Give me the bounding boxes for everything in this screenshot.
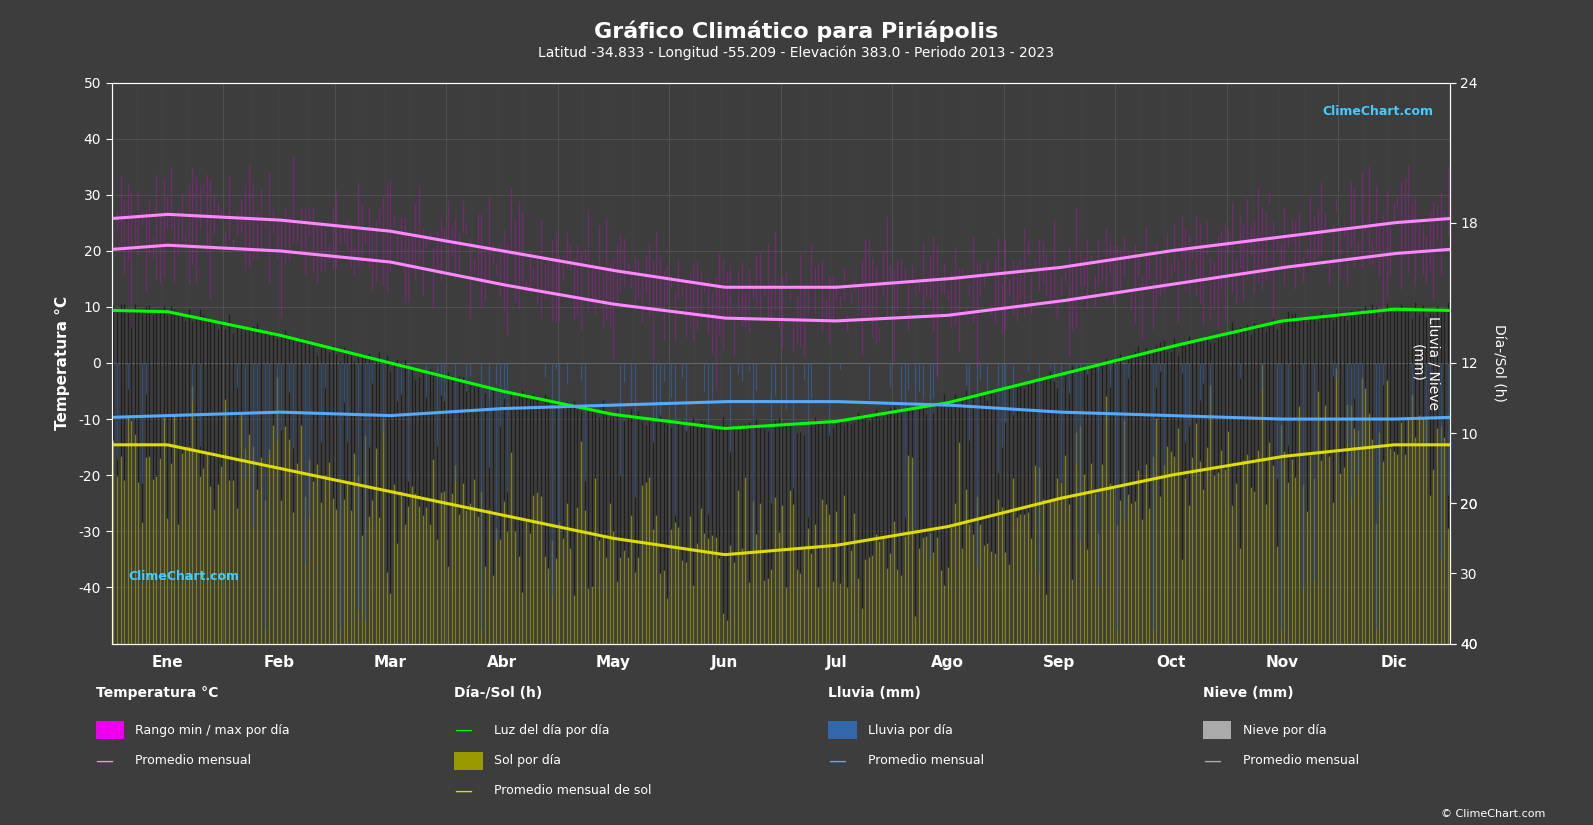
Text: © ClimeChart.com: © ClimeChart.com — [1440, 808, 1545, 818]
Text: —: — — [454, 781, 472, 799]
Text: Promedio mensual: Promedio mensual — [135, 754, 252, 767]
Text: —: — — [1203, 752, 1220, 770]
Text: —: — — [96, 752, 113, 770]
Text: Gráfico Climático para Piriápolis: Gráfico Climático para Piriápolis — [594, 21, 999, 42]
Text: ClimeChart.com: ClimeChart.com — [129, 570, 239, 582]
Text: —: — — [454, 721, 472, 739]
Text: Promedio mensual de sol: Promedio mensual de sol — [494, 784, 652, 797]
Text: Temperatura °C: Temperatura °C — [96, 686, 218, 700]
Text: ClimeChart.com: ClimeChart.com — [1322, 105, 1434, 118]
Text: Promedio mensual: Promedio mensual — [868, 754, 984, 767]
Text: Latitud -34.833 - Longitud -55.209 - Elevación 383.0 - Periodo 2013 - 2023: Latitud -34.833 - Longitud -55.209 - Ele… — [538, 45, 1055, 60]
Y-axis label: Temperatura °C: Temperatura °C — [56, 296, 70, 430]
Text: Nieve por día: Nieve por día — [1243, 724, 1325, 737]
Text: Lluvia por día: Lluvia por día — [868, 724, 953, 737]
Y-axis label: Día-/Sol (h)



Lluvia / Nieve
(mm): Día-/Sol (h) Lluvia / Nieve (mm) — [1410, 316, 1505, 410]
Text: Promedio mensual: Promedio mensual — [1243, 754, 1359, 767]
Text: —: — — [828, 752, 846, 770]
Text: Rango min / max por día: Rango min / max por día — [135, 724, 290, 737]
Text: Día-/Sol (h): Día-/Sol (h) — [454, 686, 542, 700]
Text: Lluvia (mm): Lluvia (mm) — [828, 686, 921, 700]
Text: Sol por día: Sol por día — [494, 754, 561, 767]
Text: Nieve (mm): Nieve (mm) — [1203, 686, 1294, 700]
Text: Luz del día por día: Luz del día por día — [494, 724, 610, 737]
